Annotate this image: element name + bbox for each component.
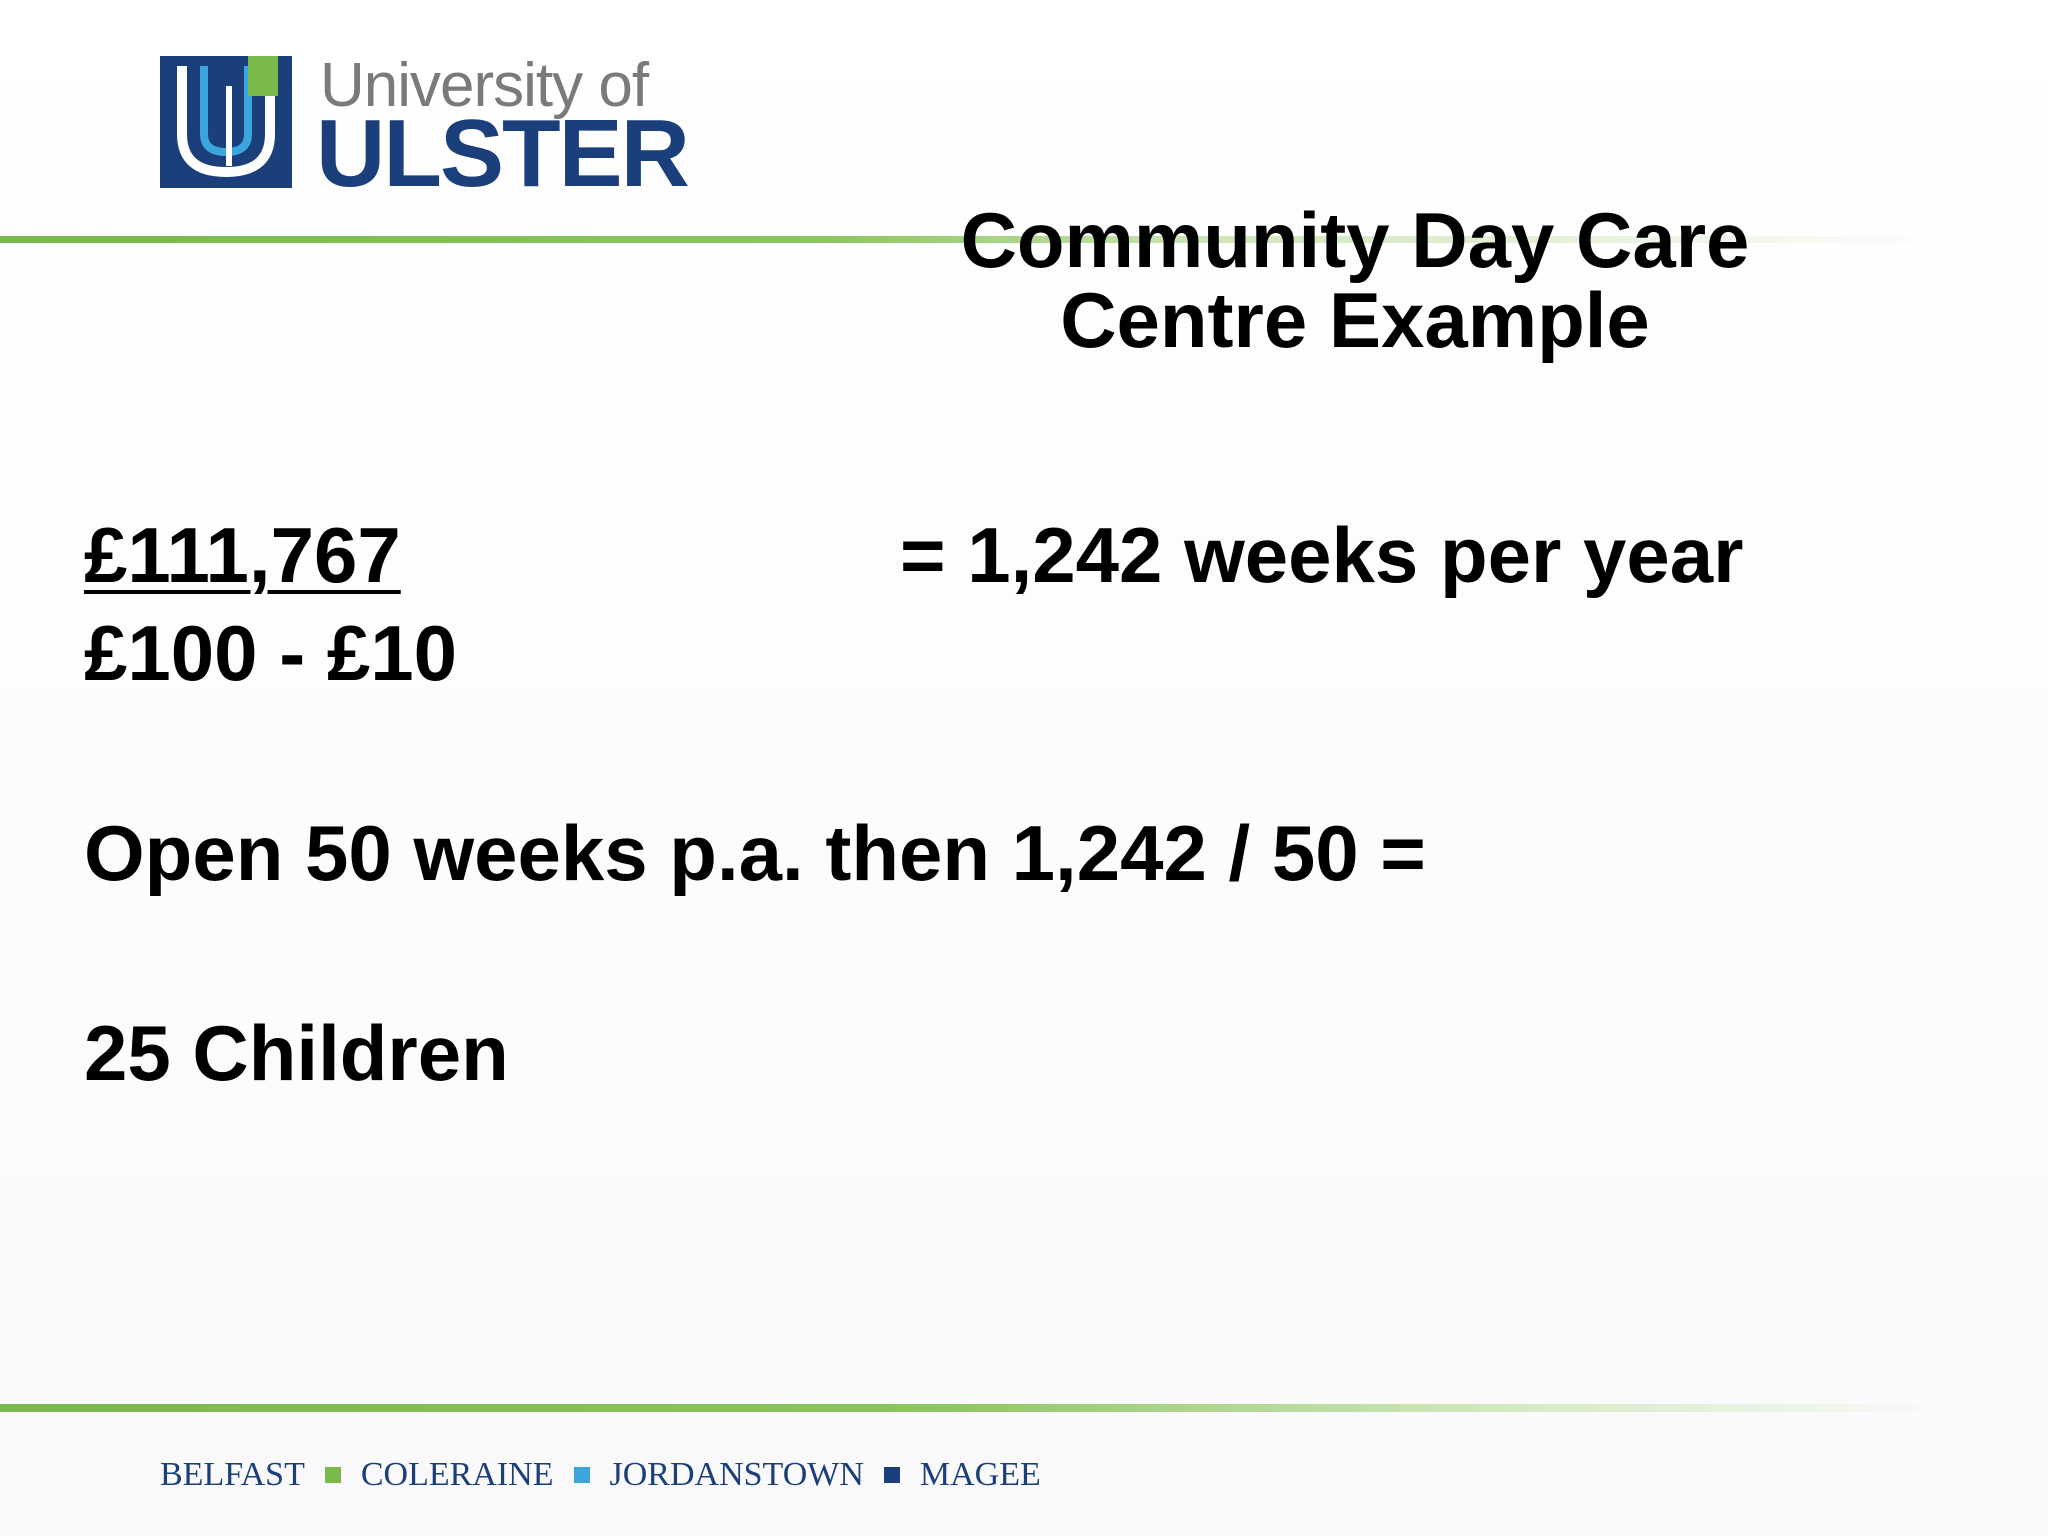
- campus-coleraine: COLERAINE: [360, 1456, 554, 1493]
- calc-numerator: £111,767: [84, 511, 401, 599]
- title-line-1: Community Day Care: [960, 196, 1750, 284]
- campus-footer: BELFAST COLERAINE JORDANSTOWN MAGEE: [160, 1456, 1041, 1494]
- title-line-2: Centre Example: [1060, 276, 1650, 364]
- weeks-open-line: Open 50 weeks p.a. then 1,242 / 50 =: [84, 809, 1426, 897]
- calc-result: = 1,242 weeks per year: [900, 511, 1744, 599]
- university-logo: University of ULSTER: [160, 50, 690, 202]
- logo-text-ulster: ULSTER: [316, 100, 690, 207]
- green-square-icon: [324, 1467, 341, 1483]
- navy-square-icon: [883, 1467, 900, 1483]
- ulster-u-logo-icon: [160, 56, 292, 188]
- children-count-line: 25 Children: [84, 1009, 509, 1097]
- campus-belfast: BELFAST: [160, 1456, 305, 1493]
- campus-jordanstown: JORDANSTOWN: [609, 1456, 864, 1493]
- calc-denominator: £100 - £10: [84, 609, 457, 697]
- light-blue-square-icon: [573, 1467, 590, 1483]
- slide-title: Community Day Care Centre Example: [900, 200, 1810, 360]
- logo-text-university-of: University of: [320, 51, 649, 120]
- bottom-green-rule: [0, 1404, 2048, 1412]
- campus-magee: MAGEE: [919, 1456, 1041, 1493]
- top-green-rule: [0, 236, 2048, 243]
